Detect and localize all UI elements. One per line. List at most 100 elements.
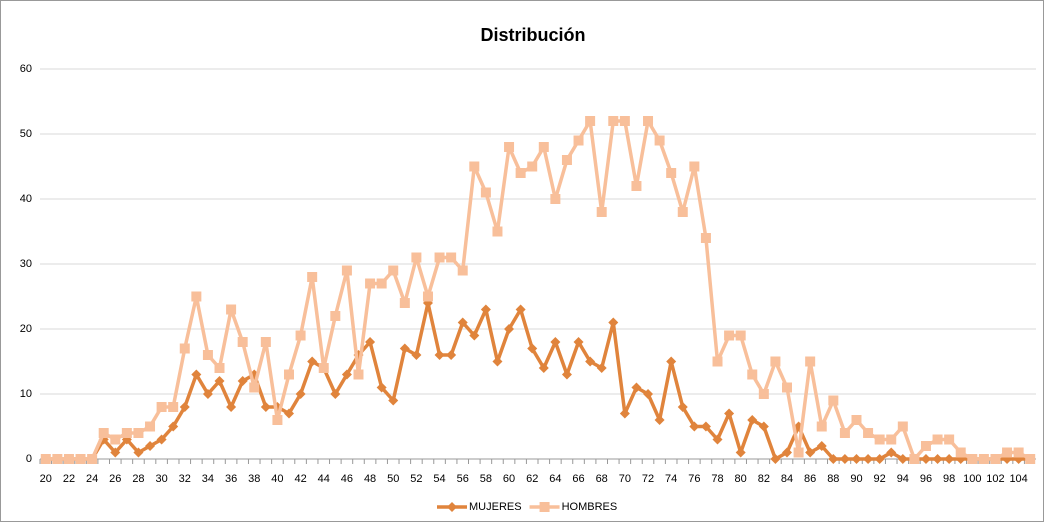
x-tick-label: 62 [526, 473, 538, 485]
point [52, 454, 63, 464]
legend-label: HOMBRES [562, 501, 618, 513]
point [886, 434, 897, 445]
point [1002, 447, 1013, 458]
point [747, 369, 758, 380]
x-tick-label: 60 [503, 473, 515, 485]
point [666, 356, 677, 367]
point [538, 363, 549, 373]
point [365, 337, 376, 347]
point [145, 441, 156, 451]
point [735, 447, 746, 458]
point [897, 421, 908, 432]
point [677, 402, 688, 412]
point [608, 116, 619, 126]
point [643, 116, 654, 126]
x-tick-label: 64 [549, 473, 561, 485]
x-tick-label: 86 [804, 473, 816, 485]
x-tick-label: 48 [364, 473, 376, 485]
point [63, 454, 74, 464]
x-tick-label: 78 [711, 473, 723, 485]
point [735, 330, 746, 341]
point [527, 161, 538, 172]
chart-title: Distribución [480, 25, 585, 45]
point [851, 415, 862, 425]
point [237, 376, 248, 386]
point [434, 252, 445, 263]
point [573, 135, 584, 146]
point [284, 408, 294, 419]
point [863, 454, 874, 464]
x-tick-label: 28 [132, 473, 144, 485]
legend-marker [539, 502, 550, 512]
x-tick-label: 40 [271, 473, 283, 485]
point [585, 116, 596, 126]
point [816, 441, 827, 451]
x-tick-label: 84 [781, 473, 793, 485]
point [851, 454, 862, 464]
x-tick-label: 88 [827, 473, 839, 485]
point [411, 252, 422, 263]
point [399, 298, 410, 308]
x-tick-label: 22 [63, 473, 75, 485]
y-tick-label: 0 [26, 453, 32, 465]
x-tick-label: 90 [850, 473, 862, 485]
point [145, 421, 156, 432]
point [446, 252, 457, 263]
point [874, 434, 885, 445]
point [226, 402, 237, 412]
point [388, 395, 399, 406]
point [712, 356, 723, 367]
x-tick-label: 56 [457, 473, 469, 485]
point [944, 434, 955, 445]
point [816, 421, 827, 432]
point [724, 330, 735, 341]
x-tick-label: 44 [318, 473, 330, 485]
point [863, 428, 874, 438]
legend-label: MUJERES [469, 501, 522, 513]
x-tick-label: 74 [665, 473, 677, 485]
point [897, 454, 908, 464]
point [249, 382, 260, 393]
x-tick-label: 58 [480, 473, 492, 485]
x-tick-label: 76 [688, 473, 700, 485]
x-tick-label: 24 [86, 473, 98, 485]
point [990, 454, 1001, 464]
x-tick-label: 36 [225, 473, 237, 485]
point [758, 421, 769, 432]
point [179, 343, 190, 354]
point [839, 428, 850, 438]
point [295, 330, 306, 341]
point [631, 181, 642, 191]
point [214, 376, 225, 386]
point [365, 278, 376, 289]
point [330, 311, 341, 321]
point [457, 265, 468, 276]
point [920, 454, 931, 464]
point [75, 454, 86, 464]
point [457, 317, 468, 328]
point [527, 343, 538, 354]
point [307, 356, 318, 367]
point [677, 207, 688, 217]
point [40, 454, 51, 464]
point [110, 434, 121, 445]
point [561, 369, 572, 380]
point [666, 168, 677, 178]
point [654, 135, 665, 146]
point [504, 142, 515, 152]
point [156, 434, 167, 445]
point [712, 434, 723, 445]
point [805, 356, 816, 367]
point [724, 408, 735, 419]
point [202, 389, 213, 399]
y-tick-label: 40 [20, 193, 32, 205]
point [782, 382, 792, 393]
x-tick-label: 94 [897, 473, 909, 485]
point [480, 187, 491, 198]
point [295, 389, 306, 399]
point [191, 291, 202, 302]
x-tick-label: 102 [986, 473, 1004, 485]
x-tick-label: 26 [109, 473, 121, 485]
x-tick-label: 46 [341, 473, 353, 485]
point [585, 356, 596, 367]
